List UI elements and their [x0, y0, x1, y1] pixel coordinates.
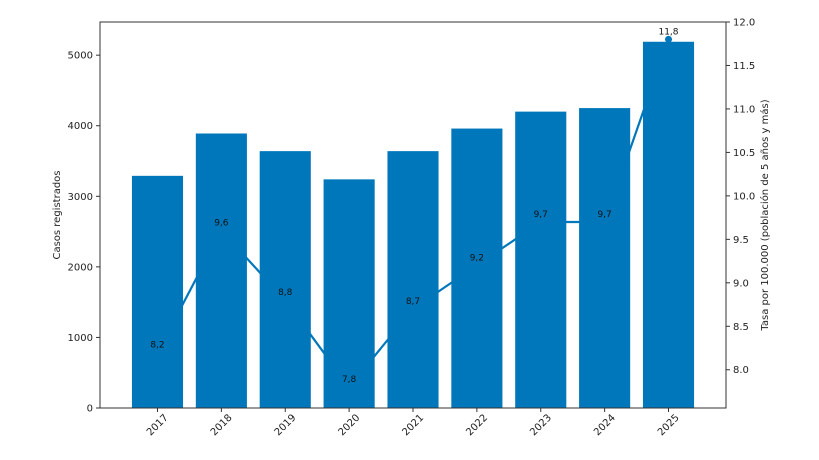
right-tick-label-2: 9.0	[733, 278, 749, 289]
left-axis-label: Casos registrados	[52, 170, 63, 259]
rate-line	[156, 39, 670, 389]
rate-label-2022: 9,2	[470, 253, 484, 263]
x-tick-label-2021: 2021	[400, 412, 426, 438]
bar-2020	[323, 179, 375, 408]
right-tick-label-1: 8.5	[733, 322, 749, 333]
bar-2022	[451, 128, 503, 408]
rate-label-2025: 11,8	[658, 27, 678, 37]
right-tick-label-8: 12.0	[733, 18, 755, 29]
rate-label-2020: 7,8	[342, 375, 357, 385]
right-tick-label-7: 11.5	[733, 61, 755, 72]
right-tick-label-0: 8.0	[733, 365, 749, 376]
rate-point-2025	[665, 35, 673, 43]
bar-2021	[387, 151, 439, 408]
right-axis-label: Tasa por 100.000 (población de 5 años y …	[759, 99, 771, 331]
x-tick-label-2024: 2024	[592, 412, 618, 438]
right-axis: 8.0 8.5 9.0 9.5 10.0 10.5 11.0 11.5 12.0	[726, 18, 755, 376]
bar-group	[131, 41, 695, 409]
left-tick-label-1000: 1000	[68, 333, 93, 344]
rate-line-group	[156, 35, 673, 389]
right-tick-label-4: 10.0	[733, 191, 755, 202]
x-tick-label-2020: 2020	[337, 412, 363, 438]
rate-label-2023: 9,7	[534, 210, 548, 220]
data-label-group: 8,2 9,6 8,8 7,8 8,7 9,2 9,7 9,7 11,8	[150, 27, 678, 385]
bar-2025	[642, 41, 695, 409]
x-tick-label-2023: 2023	[528, 412, 554, 438]
x-tick-label-2017: 2017	[145, 412, 171, 438]
x-tick-label-2022: 2022	[464, 412, 490, 438]
x-tick-label-2019: 2019	[273, 412, 299, 438]
left-tick-label-2000: 2000	[68, 262, 93, 273]
rate-label-2017: 8,2	[150, 340, 164, 350]
left-tick-label-4000: 4000	[68, 121, 93, 132]
bar-2017	[131, 175, 184, 408]
x-tick-label-2018: 2018	[209, 412, 235, 438]
rate-label-2021: 8,7	[406, 297, 420, 307]
rate-label-2018: 9,6	[214, 219, 229, 229]
right-tick-label-6: 11.0	[733, 104, 755, 115]
rate-label-2019: 8,8	[278, 288, 293, 298]
left-tick-label-3000: 3000	[68, 192, 93, 203]
left-axis: 0 1000 2000 3000 4000 5000	[68, 51, 100, 415]
bar-2023	[515, 111, 567, 408]
x-tick-label-2025: 2025	[656, 412, 682, 438]
x-axis: 2017 2018 2019 2020 2021 2022 2023 2024 2025	[145, 408, 682, 438]
rate-label-2024: 9,7	[597, 210, 611, 220]
bar-2018	[195, 133, 247, 408]
bar-2019	[259, 151, 311, 408]
left-tick-label-0: 0	[87, 404, 93, 415]
right-tick-label-5: 10.5	[733, 148, 755, 159]
bar-2024	[579, 108, 631, 409]
left-tick-label-5000: 5000	[68, 51, 93, 62]
right-tick-label-3: 9.5	[733, 235, 749, 246]
